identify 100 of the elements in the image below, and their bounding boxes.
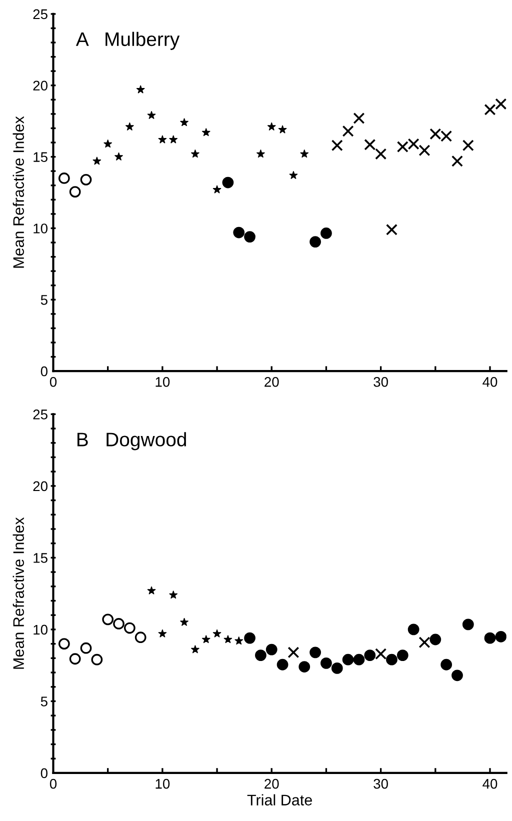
point (462, 140, 474, 152)
point (278, 125, 287, 134)
x-tick-label: 0 (50, 377, 57, 387)
y-axis-title: Mean Refractive Index (12, 116, 24, 268)
point (224, 634, 232, 644)
point (495, 98, 506, 110)
point (451, 155, 463, 167)
point (310, 236, 321, 248)
point (147, 586, 156, 594)
text: B Dogwood (78, 432, 186, 450)
x-tick-label: 30 (374, 778, 388, 789)
point (386, 224, 398, 236)
point (364, 650, 376, 661)
point (298, 661, 310, 672)
point (244, 632, 256, 644)
point (288, 646, 300, 658)
point (440, 658, 452, 670)
point (418, 636, 430, 648)
y-tick-label: 10 (34, 224, 48, 234)
point (342, 654, 354, 666)
point (202, 128, 210, 136)
point (276, 658, 288, 670)
point (58, 638, 70, 650)
point (484, 104, 496, 116)
point (331, 140, 343, 152)
point (244, 231, 256, 243)
x-tick-label: 10 (156, 377, 170, 387)
point (113, 618, 124, 630)
point (80, 642, 92, 654)
point (212, 629, 222, 638)
x-tick-label: 40 (482, 778, 498, 789)
point (310, 646, 321, 658)
y-tick-label: 15 (34, 152, 48, 162)
point (202, 634, 210, 644)
point (255, 650, 266, 661)
point (169, 590, 178, 599)
y-tick-label: 15 (34, 553, 48, 563)
point (256, 149, 266, 158)
point (375, 148, 387, 160)
point (169, 135, 178, 144)
point (353, 654, 365, 666)
point (430, 634, 442, 646)
point (222, 176, 234, 188)
point (320, 657, 332, 669)
point (69, 186, 81, 198)
point (331, 662, 343, 674)
y-tick-label: 5 (40, 295, 48, 305)
point (190, 149, 200, 158)
point (180, 618, 189, 626)
point (267, 122, 276, 131)
point (396, 650, 408, 661)
x-tick-label: 40 (482, 377, 498, 387)
point (69, 653, 81, 665)
point (495, 630, 506, 642)
y-tick-label: 25 (33, 9, 48, 20)
point (484, 632, 496, 644)
y-tick-label: 20 (33, 481, 48, 492)
point (91, 654, 103, 666)
point (102, 614, 114, 626)
point (266, 644, 278, 656)
y-tick-label: 10 (34, 624, 48, 635)
x-tick-label: 20 (264, 778, 279, 789)
point (134, 632, 146, 644)
point (289, 170, 298, 180)
point (452, 670, 463, 682)
point (125, 122, 134, 131)
point (212, 185, 222, 194)
point (375, 648, 387, 660)
y-axis-title: Mean Refractive Index (12, 517, 24, 669)
y-tick-label: 25 (33, 410, 48, 420)
point (147, 110, 156, 120)
text: A Mulberry (76, 32, 180, 50)
point (234, 636, 244, 645)
y-tick-label: 5 (40, 696, 48, 706)
point (233, 226, 245, 238)
point (80, 174, 92, 186)
x-tick-label: 20 (264, 377, 279, 387)
point (408, 624, 420, 636)
point (462, 618, 474, 630)
y-tick-label: 0 (40, 366, 48, 376)
point (342, 125, 354, 137)
point (114, 152, 124, 161)
point (418, 144, 430, 156)
point (124, 622, 136, 634)
point (300, 149, 309, 158)
x-tick-label: 10 (156, 778, 170, 789)
y-tick-label: 20 (33, 80, 48, 91)
point (180, 118, 189, 126)
point (320, 228, 332, 239)
x-tick-label: 30 (374, 377, 388, 387)
point (92, 156, 102, 165)
point (386, 654, 398, 666)
point (353, 112, 365, 124)
point (190, 645, 200, 654)
point (104, 139, 112, 148)
y-tick-label: 0 (40, 768, 48, 778)
point (136, 85, 145, 94)
point (364, 138, 376, 150)
point (58, 172, 70, 184)
point (158, 629, 167, 638)
